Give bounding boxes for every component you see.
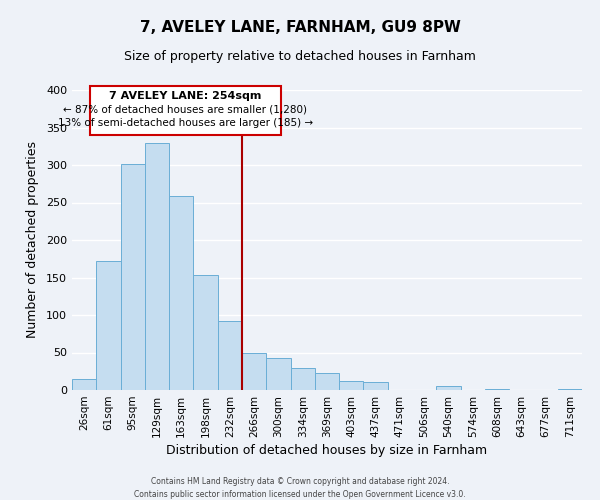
X-axis label: Distribution of detached houses by size in Farnham: Distribution of detached houses by size … bbox=[166, 444, 488, 457]
Bar bbox=[266, 358, 290, 390]
Bar bbox=[72, 379, 96, 390]
Text: 7, AVELEY LANE, FARNHAM, GU9 8PW: 7, AVELEY LANE, FARNHAM, GU9 8PW bbox=[140, 20, 460, 35]
Y-axis label: Number of detached properties: Number of detached properties bbox=[26, 142, 39, 338]
Bar bbox=[145, 143, 169, 390]
Text: 7 AVELEY LANE: 254sqm: 7 AVELEY LANE: 254sqm bbox=[109, 90, 262, 101]
Bar bbox=[558, 388, 582, 390]
Text: 13% of semi-detached houses are larger (185) →: 13% of semi-detached houses are larger (… bbox=[58, 118, 313, 128]
Text: Size of property relative to detached houses in Farnham: Size of property relative to detached ho… bbox=[124, 50, 476, 63]
Bar bbox=[96, 261, 121, 390]
Text: ← 87% of detached houses are smaller (1,280): ← 87% of detached houses are smaller (1,… bbox=[64, 104, 307, 115]
Bar bbox=[193, 275, 218, 390]
Bar bbox=[242, 352, 266, 390]
Text: Contains public sector information licensed under the Open Government Licence v3: Contains public sector information licen… bbox=[134, 490, 466, 499]
FancyBboxPatch shape bbox=[90, 86, 281, 135]
Bar bbox=[339, 381, 364, 390]
Bar bbox=[364, 382, 388, 390]
Bar bbox=[485, 388, 509, 390]
Bar bbox=[218, 321, 242, 390]
Bar bbox=[169, 196, 193, 390]
Bar bbox=[121, 164, 145, 390]
Bar bbox=[436, 386, 461, 390]
Bar bbox=[315, 373, 339, 390]
Bar bbox=[290, 368, 315, 390]
Text: Contains HM Land Registry data © Crown copyright and database right 2024.: Contains HM Land Registry data © Crown c… bbox=[151, 478, 449, 486]
